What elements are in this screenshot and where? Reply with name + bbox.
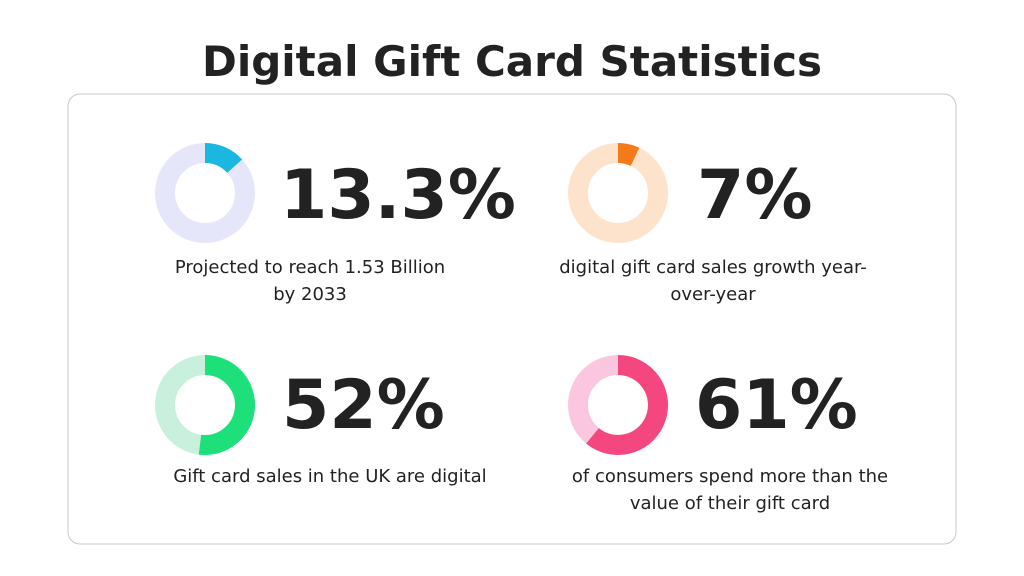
stat-description: of consumers spend more than the: [572, 466, 888, 487]
stat-description: over-year: [670, 284, 756, 305]
card: [67, 93, 957, 545]
stat-value: 13.3%: [280, 156, 516, 235]
stat-description: digital gift card sales growth year-: [559, 257, 867, 278]
page-title: Digital Gift Card Statistics: [202, 37, 822, 86]
donut-arc: [204, 143, 243, 174]
donut-arc: [586, 355, 668, 455]
stat-value: 52%: [282, 366, 445, 445]
stat-value: 7%: [697, 156, 812, 235]
stat-description: Gift card sales in the UK are digital: [173, 466, 486, 487]
stat-description: Projected to reach 1.53 Billion: [175, 257, 445, 278]
stat-value: 61%: [695, 366, 858, 445]
donut-arc: [617, 143, 640, 167]
stat-description: by 2033: [273, 284, 347, 305]
stat-description: value of their gift card: [630, 493, 830, 514]
donut-arc: [198, 355, 255, 455]
